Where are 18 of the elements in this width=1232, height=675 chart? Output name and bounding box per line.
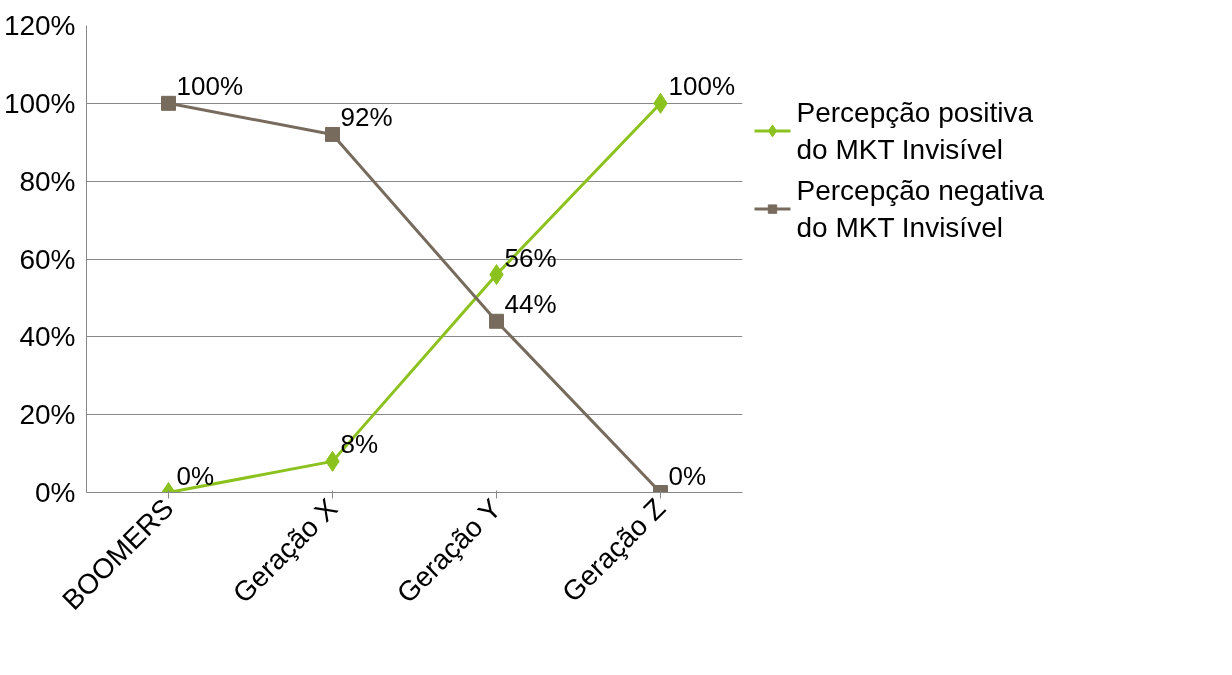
y-tick-label: 60% — [19, 243, 76, 275]
point — [325, 126, 340, 142]
data-label: 44% — [504, 289, 557, 320]
legend-label: Percepção negativa do MKT Invisível — [796, 175, 1045, 244]
y-tick-label: 120% — [3, 10, 76, 41]
y-tick-label: 20% — [19, 399, 76, 431]
point — [489, 313, 504, 329]
data-label: 0% — [176, 460, 215, 491]
data-label: 100% — [176, 71, 243, 102]
y-tick-label: 80% — [19, 165, 76, 197]
y-tick-label: 40% — [19, 321, 76, 353]
point — [161, 95, 176, 111]
y-tick-label: 100% — [3, 87, 76, 119]
data-label: 100% — [668, 71, 735, 102]
data-label: 0% — [668, 460, 707, 491]
data-label: 92% — [340, 102, 393, 133]
y-tick-label: 0% — [35, 477, 76, 508]
legend-label: Percepção positiva do MKT Invisível — [796, 96, 1034, 165]
